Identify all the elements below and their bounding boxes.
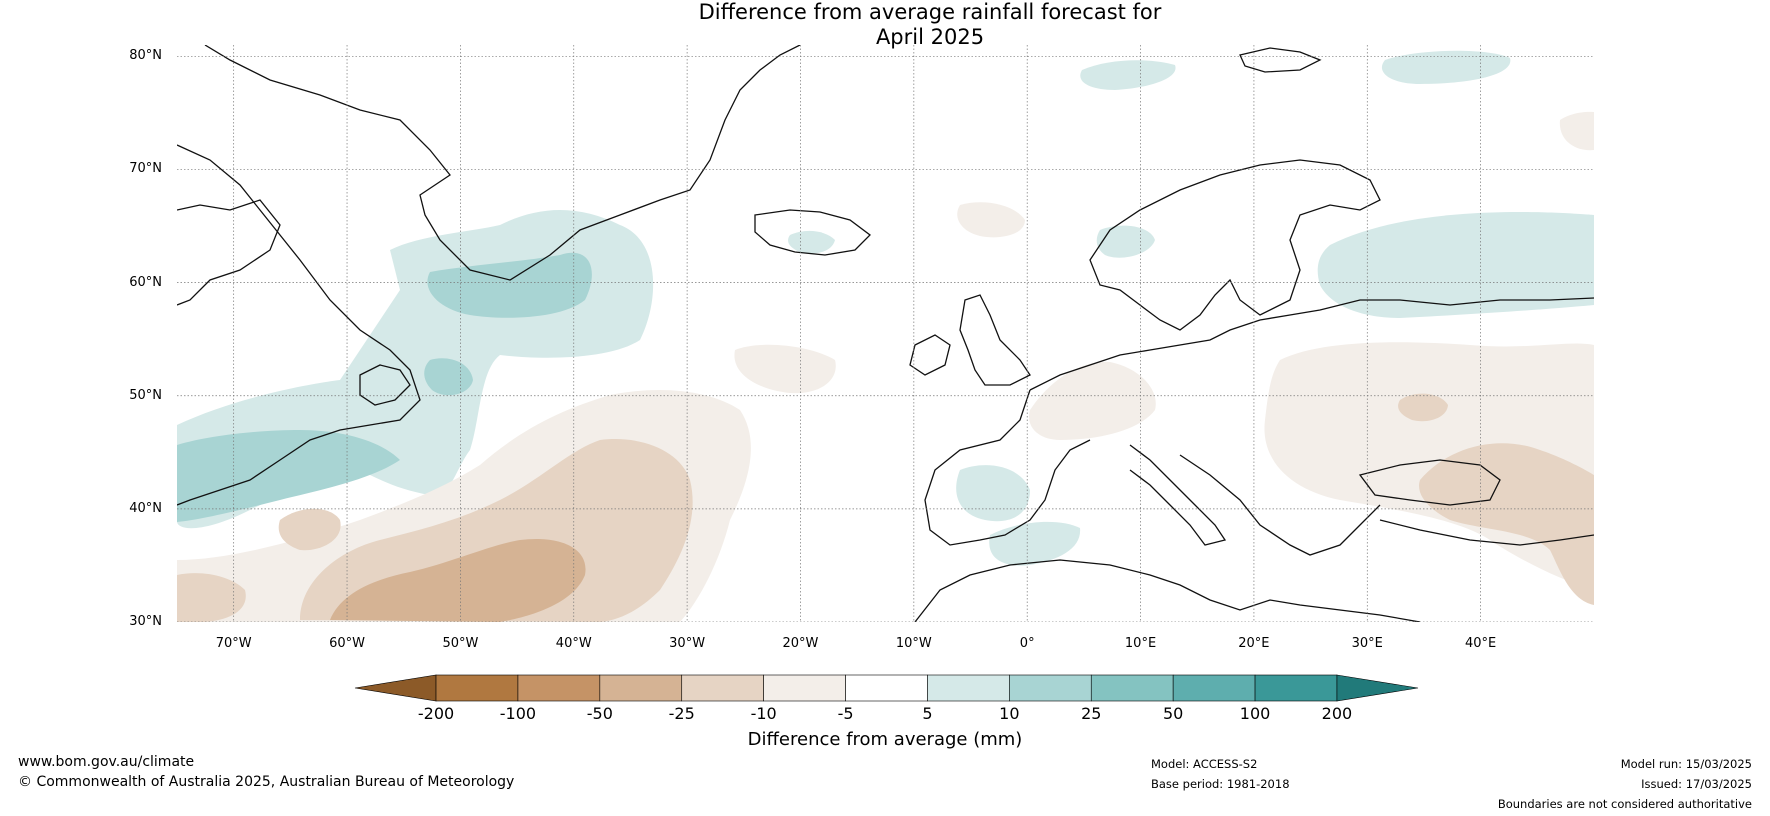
longitude-label: 30°W bbox=[669, 636, 706, 651]
ireland-coast bbox=[909, 334, 951, 376]
northwest-russia-wet-region bbox=[1317, 212, 1594, 318]
colorbar-tick-label: -5 bbox=[837, 704, 854, 723]
nova-scotia-wet-region bbox=[177, 430, 400, 522]
colorbar-swatch bbox=[845, 674, 928, 702]
north-africa-coast bbox=[914, 559, 1421, 622]
west-atlantic-dry-patch bbox=[278, 508, 341, 551]
mid-atlantic-dry-patch bbox=[734, 344, 836, 394]
longitude-label: 30°E bbox=[1351, 636, 1383, 651]
longitude-label: 50°W bbox=[442, 636, 479, 651]
norwegian-sea-wet-patch bbox=[1096, 225, 1155, 258]
longitude-label: 20°E bbox=[1238, 636, 1270, 651]
colorbar-tick-label: -25 bbox=[668, 704, 695, 723]
base-period-text: Base period: 1981-2018 bbox=[1151, 777, 1290, 791]
longitude-label: 0° bbox=[1019, 636, 1035, 651]
iceland-wet-patch bbox=[788, 230, 835, 254]
issued-text: Issued: 17/03/2025 bbox=[1641, 777, 1752, 791]
longitude-label: 40°W bbox=[555, 636, 592, 651]
europe-mainland-coast bbox=[1029, 297, 1594, 391]
north-canada-coast bbox=[177, 199, 281, 306]
arctic-dry-patch bbox=[1559, 111, 1594, 151]
colorbar-upper-extension bbox=[1336, 674, 1419, 702]
model-text: Model: ACCESS-S2 bbox=[1151, 757, 1258, 771]
longitude-label: 40°E bbox=[1464, 636, 1497, 651]
graticule bbox=[177, 45, 1594, 622]
subtropical-atlantic-very-dry-region bbox=[330, 538, 586, 622]
colorbar-swatch bbox=[599, 674, 683, 702]
southwest-corner-dry-patch bbox=[177, 573, 246, 622]
barents-sea-wet-patch bbox=[1080, 60, 1176, 90]
chart-title: Difference from average rainfall forecas… bbox=[0, 0, 1770, 50]
latitude-label: 50°N bbox=[129, 387, 162, 403]
scandinavia-coast bbox=[1089, 159, 1381, 331]
western-europe-dry-region bbox=[1029, 361, 1156, 440]
colorbar-lower-extension bbox=[354, 674, 437, 702]
iberia-wet-region bbox=[956, 465, 1030, 522]
colorbar-swatch bbox=[927, 674, 1010, 702]
north-atlantic-dry-patch bbox=[957, 202, 1025, 238]
colorbar-swatch bbox=[1172, 674, 1256, 702]
title-line-2: April 2025 bbox=[875, 25, 985, 49]
colorbar-tick-label: 5 bbox=[922, 704, 933, 723]
newfoundland-wet-spot bbox=[424, 358, 473, 396]
turkey-coast bbox=[1379, 519, 1594, 546]
latitude-label: 60°N bbox=[129, 274, 162, 290]
boundaries-note: Boundaries are not considered authoritat… bbox=[1497, 797, 1752, 811]
longitude-label: 70°W bbox=[215, 636, 252, 651]
ukraine-dry-spot bbox=[1398, 393, 1448, 422]
colorbar-swatch bbox=[1254, 674, 1338, 702]
greenland-coast bbox=[204, 45, 801, 281]
colorbar-tick-label: 100 bbox=[1239, 704, 1271, 723]
colorbar-tick-label: 200 bbox=[1321, 704, 1353, 723]
latitude-label: 80°N bbox=[129, 48, 162, 64]
copyright-text: © Commonwealth of Australia 2025, Austra… bbox=[18, 774, 515, 790]
coastline-layer bbox=[177, 45, 1594, 622]
svalbard-coast bbox=[1239, 47, 1322, 73]
arctic-wet-patch bbox=[1381, 50, 1511, 84]
colorbar-swatch bbox=[435, 674, 519, 702]
colorbar-swatch bbox=[1090, 674, 1174, 702]
north-africa-wet-region bbox=[989, 521, 1081, 566]
latitude-label: 70°N bbox=[129, 161, 162, 177]
newfoundland-coast bbox=[359, 364, 411, 406]
colorbar-tick-label: -50 bbox=[586, 704, 613, 723]
colorbar-tick-label: -100 bbox=[499, 704, 537, 723]
colorbar-swatch bbox=[763, 674, 846, 702]
colorbar-tick-label: 50 bbox=[1162, 704, 1184, 723]
great-britain-coast bbox=[959, 294, 1031, 386]
latitude-label: 30°N bbox=[129, 614, 162, 629]
longitude-label: 20°W bbox=[782, 636, 819, 651]
balkans-coast bbox=[1179, 454, 1381, 556]
colorbar-label: Difference from average (mm) bbox=[747, 729, 1023, 750]
colorbar-tick-label: 25 bbox=[1081, 704, 1102, 723]
canada-coast bbox=[177, 144, 421, 506]
iceland-coast bbox=[754, 209, 871, 256]
colorbar-tick-label: 10 bbox=[999, 704, 1020, 723]
iberia-coast bbox=[924, 389, 1091, 546]
longitude-label: 10°W bbox=[895, 636, 932, 651]
italy-coast bbox=[1129, 444, 1227, 546]
colorbar-swatches bbox=[354, 674, 1419, 702]
colorbar-tick-label: -10 bbox=[750, 704, 777, 723]
black-sea-coast bbox=[1358, 459, 1501, 506]
colorbar-tick-label: -200 bbox=[417, 704, 455, 723]
longitude-label: 10°E bbox=[1124, 636, 1157, 651]
black-sea-dry-region bbox=[1419, 443, 1594, 605]
website-text: www.bom.gov.au/climate bbox=[18, 754, 195, 770]
colorbar-swatch bbox=[517, 674, 601, 702]
colorbar-swatch bbox=[1009, 674, 1092, 702]
latitude-label: 40°N bbox=[129, 500, 162, 516]
anomaly-layer bbox=[177, 50, 1594, 622]
longitude-label: 60°W bbox=[329, 636, 365, 651]
model-run-text: Model run: 15/03/2025 bbox=[1620, 757, 1752, 771]
title-line-1: Difference from average rainfall forecas… bbox=[698, 0, 1162, 24]
colorbar-swatch bbox=[681, 674, 764, 702]
